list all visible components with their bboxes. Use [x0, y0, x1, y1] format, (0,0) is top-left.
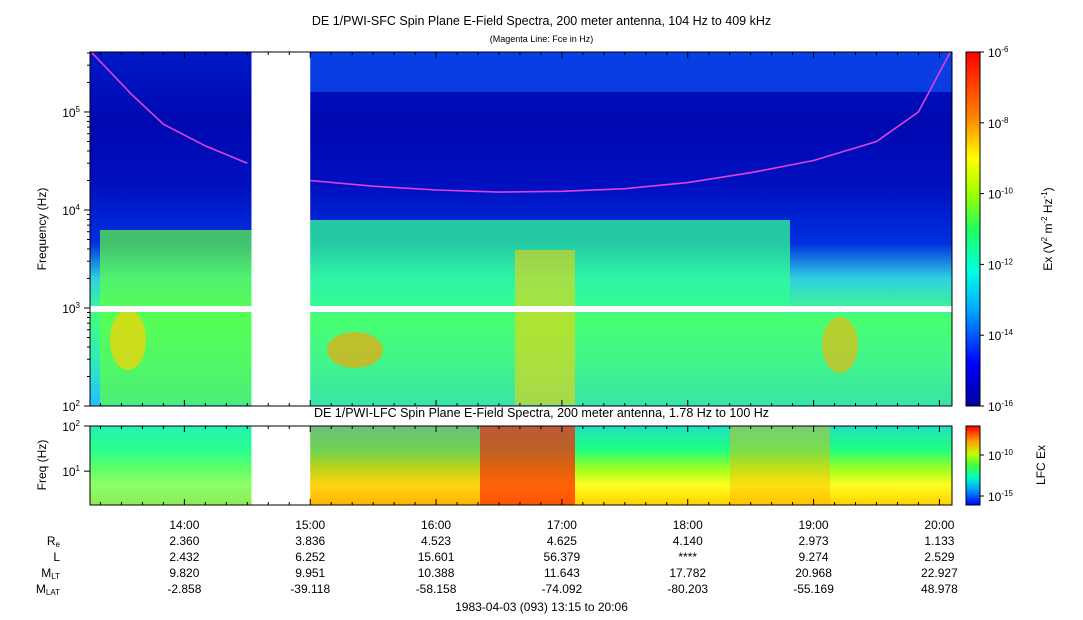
ephemeris-value: 10.388	[417, 566, 455, 580]
ephemeris-value: 2.529	[924, 550, 955, 564]
x-tick-label: 16:00	[421, 518, 451, 532]
ephemeris-value: 2.973	[798, 534, 829, 548]
ephemeris-value: 20.968	[795, 566, 832, 580]
ephemeris-value: 9.274	[798, 550, 829, 564]
lfc-panel-title: DE 1/PWI-LFC Spin Plane E-Field Spectra,…	[313, 406, 770, 420]
ephemeris-value: 48.978	[921, 582, 958, 596]
ephem-label-l: L	[53, 550, 60, 564]
sfc-intensity-band-high	[310, 52, 952, 92]
sfc-hotspot-3	[515, 250, 575, 405]
time-range-footer: 1983-04-03 (093) 13:15 to 20:06	[455, 600, 628, 614]
sfc-y-ticks: 102 103 104 105	[62, 52, 90, 414]
sfc-intensity-band-low	[310, 315, 952, 405]
lfc-colorbar-gradient	[965, 425, 981, 506]
x-tick-label: 18:00	[673, 518, 703, 532]
ephemeris-value: -55.169	[793, 582, 834, 596]
x-tick-label: 19:00	[799, 518, 829, 532]
lfc-spectrogram-panel: 101 102 Freq (Hz)	[35, 419, 953, 506]
sfc-colorbar-label: Ex (V2 m-2 Hz-1)	[1040, 187, 1055, 270]
sfc-colorbar-gradient	[965, 51, 981, 407]
x-tick-label: 15:00	[295, 518, 325, 532]
lfc-colorbar-label: LFC Ex	[1034, 445, 1048, 485]
ephemeris-value: 2.432	[169, 550, 200, 564]
lfc-y-tick-label: 101	[62, 464, 80, 479]
sfc-colorbar: 10-6 10-8 10-10 10-12 10-14 10-16 Ex (V2 m-2 …	[965, 45, 1055, 414]
lfc-colorbar-tick-label: 10-15	[988, 489, 1013, 504]
ephemeris-value: ****	[678, 550, 698, 564]
sfc-plot-frame	[89, 51, 953, 407]
sfc-band-gap	[90, 306, 952, 312]
ephemeris-value: 4.140	[672, 534, 703, 548]
sfc-colorbar-tick-label: 10-6	[988, 45, 1009, 60]
x-tick-label: 14:00	[169, 518, 199, 532]
ephemeris-value: 56.379	[543, 550, 581, 564]
lfc-intensity-band-late	[730, 426, 830, 505]
x-axis-ticks: 14:00 15:00 16:00 17:00 18:00 19:00 20:00	[99, 52, 955, 532]
sfc-hotspot-2	[327, 332, 383, 368]
sfc-y-axis-label: Frequency (Hz)	[35, 188, 49, 271]
fce-line-1	[91, 52, 248, 164]
ephem-label-mlat: MLAT	[35, 582, 60, 597]
sfc-panel-title: DE 1/PWI-SFC Spin Plane E-Field Spectra,…	[311, 14, 772, 28]
sfc-hotspot-1	[110, 310, 146, 370]
sfc-hotspot-4	[822, 317, 858, 373]
sfc-colorbar-ticks: 10-6 10-8 10-10 10-12 10-14 10-16	[980, 45, 1013, 414]
lfc-y-ticks: 101 102	[62, 419, 90, 479]
ephemeris-value: -2.858	[167, 582, 202, 596]
ephemeris-value: -58.158	[415, 582, 457, 596]
sfc-y-tick-label: 105	[62, 105, 80, 120]
lfc-colorbar-tick-label: 10-10	[988, 448, 1013, 463]
lfc-colorbar-ticks: 10-10 10-15	[980, 448, 1013, 504]
lfc-y-tick-label: 102	[62, 419, 80, 434]
ephem-label-re: Re	[46, 534, 60, 549]
ephemeris-value: -39.118	[290, 582, 331, 596]
lfc-intensity-band-early	[90, 426, 255, 505]
fce-line-2	[310, 52, 951, 193]
sfc-panel-subtitle: (Magenta Line: Fce in Hz)	[489, 34, 594, 44]
sfc-y-tick-label: 103	[62, 301, 80, 316]
ephemeris-value: 11.643	[543, 566, 580, 580]
sfc-colorbar-tick-label: 10-8	[988, 116, 1009, 131]
sfc-y-tick-label: 102	[62, 399, 80, 414]
lfc-intensity-band-mid	[310, 426, 480, 505]
ephemeris-value: 1.133	[924, 534, 955, 548]
lfc-y-axis-label: Freq (Hz)	[35, 440, 49, 491]
sfc-colorbar-tick-label: 10-12	[988, 257, 1013, 272]
ephemeris-value: 6.252	[295, 550, 326, 564]
sfc-spectrogram-panel: 102 103 104 105 Frequency (Hz)	[35, 51, 953, 414]
ephemeris-value: 3.836	[295, 534, 326, 548]
ephemeris-value: 9.820	[169, 566, 200, 580]
ephemeris-value: 22.927	[921, 566, 958, 580]
lfc-colorbar: 10-10 10-15 LFC Ex	[965, 425, 1048, 506]
ephemeris-value: 2.360	[169, 534, 200, 548]
sfc-colorbar-tick-label: 10-10	[988, 187, 1013, 202]
x-tick-label: 17:00	[547, 518, 577, 532]
sfc-y-tick-label: 104	[62, 203, 80, 218]
ephemeris-value: 4.523	[421, 534, 452, 548]
x-tick-label: 20:00	[924, 518, 954, 532]
lfc-data-gap	[251, 426, 311, 505]
ephemeris-value: 17.782	[669, 566, 707, 580]
sfc-data-gap	[251, 52, 311, 406]
ephemeris-value: 4.625	[546, 534, 577, 548]
ephemeris-value: 9.951	[295, 566, 326, 580]
ephemeris-value: 15.601	[417, 550, 455, 564]
ephem-label-mlt: MLT	[41, 566, 60, 581]
sfc-colorbar-tick-label: 10-16	[988, 399, 1013, 414]
fce-line-group	[91, 52, 951, 193]
sfc-colorbar-tick-label: 10-14	[988, 328, 1013, 343]
ephemeris-value: -80.203	[667, 582, 709, 596]
lfc-intensity-band-main	[480, 426, 575, 505]
ephemeris-value: -74.092	[541, 582, 583, 596]
lfc-plot-frame	[89, 425, 953, 506]
